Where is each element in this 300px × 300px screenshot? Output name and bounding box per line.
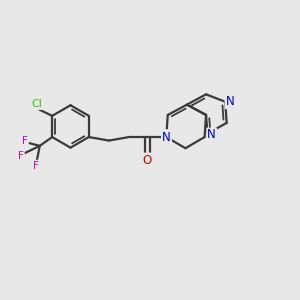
Text: F: F <box>22 136 28 146</box>
Text: N: N <box>162 130 171 143</box>
Text: Cl: Cl <box>31 99 42 109</box>
Text: F: F <box>33 160 39 171</box>
Text: N: N <box>162 130 171 143</box>
Text: O: O <box>142 154 152 166</box>
Text: N: N <box>207 128 216 142</box>
Text: N: N <box>226 95 234 108</box>
Text: F: F <box>18 151 24 160</box>
